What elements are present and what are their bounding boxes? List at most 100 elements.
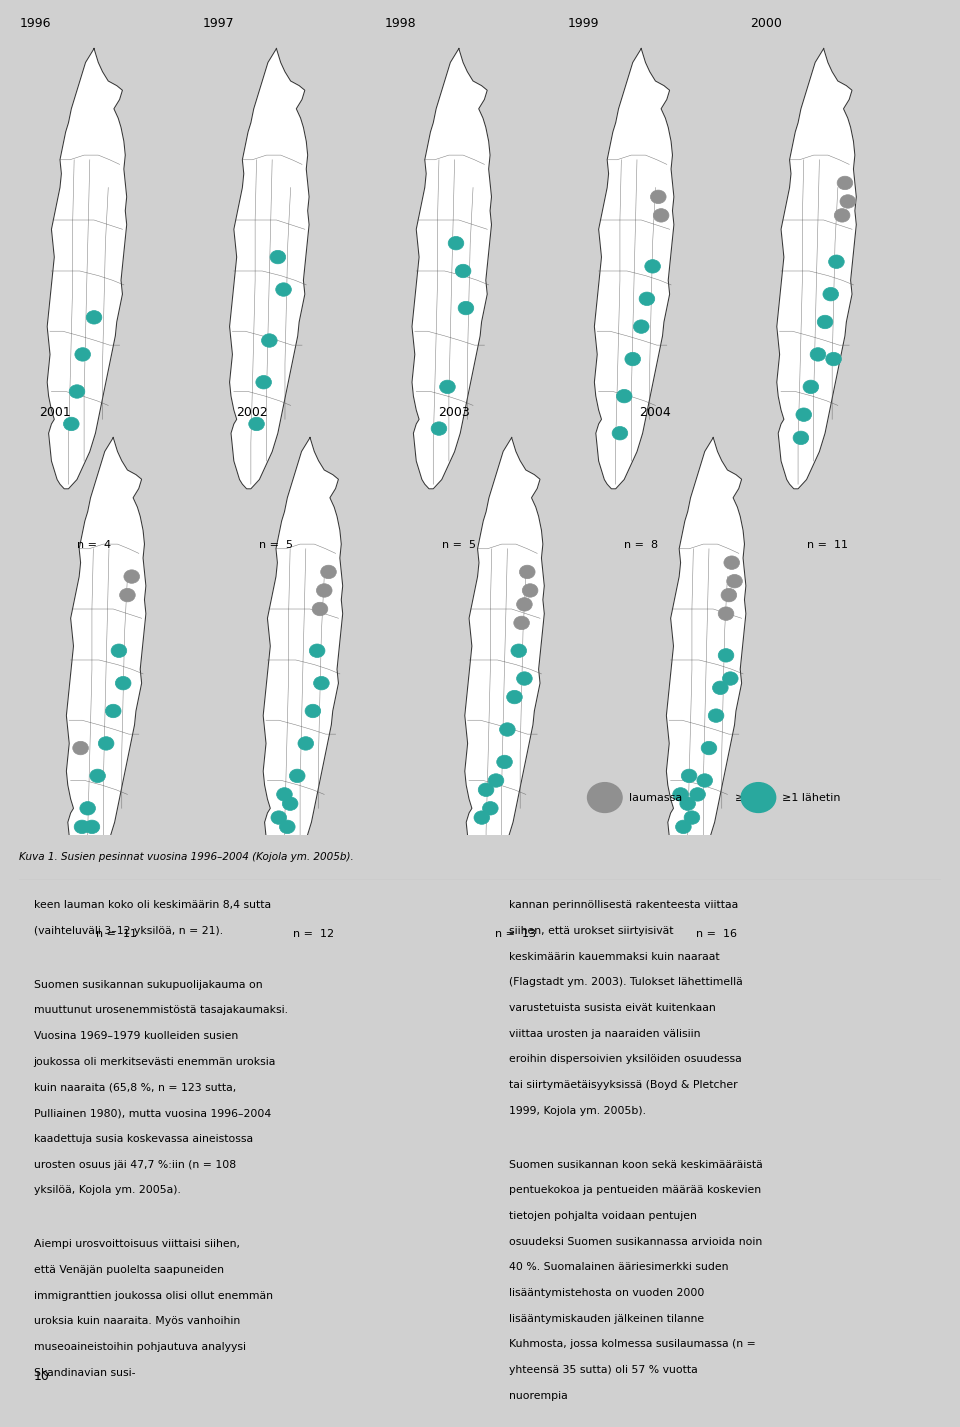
Circle shape (75, 348, 90, 361)
Circle shape (639, 293, 655, 305)
Circle shape (124, 569, 139, 584)
Circle shape (840, 194, 855, 208)
Text: Suomen susikannan koon sekä keskimääräistä: Suomen susikannan koon sekä keskimääräis… (509, 1160, 762, 1170)
Text: ≥: ≥ (734, 792, 744, 802)
Circle shape (440, 380, 455, 394)
Circle shape (312, 602, 327, 615)
Circle shape (837, 176, 852, 190)
Text: muuttunut urosenemmistöstä tasajakaumaksi.: muuttunut urosenemmistöstä tasajakaumaks… (34, 1006, 288, 1016)
Polygon shape (777, 49, 856, 489)
Text: lisääntymistehosta on vuoden 2000: lisääntymistehosta on vuoden 2000 (509, 1289, 705, 1299)
Polygon shape (47, 49, 127, 489)
Circle shape (823, 287, 839, 301)
Polygon shape (66, 438, 146, 878)
Circle shape (684, 811, 700, 825)
Circle shape (489, 773, 504, 788)
Text: 2000: 2000 (750, 17, 781, 30)
Text: joukossa oli merkitsevästi enemmän uroksia: joukossa oli merkitsevästi enemmän uroks… (34, 1057, 276, 1067)
Circle shape (111, 644, 127, 658)
Circle shape (588, 782, 622, 812)
Text: siihen, että urokset siirtyisivät: siihen, että urokset siirtyisivät (509, 926, 673, 936)
Circle shape (455, 264, 471, 278)
Circle shape (793, 431, 808, 445)
Text: n =  8: n = 8 (624, 539, 659, 549)
Text: osuudeksi Suomen susikannassa arvioida noin: osuudeksi Suomen susikannassa arvioida n… (509, 1237, 762, 1247)
Circle shape (270, 250, 286, 264)
Circle shape (431, 422, 446, 435)
Text: 10: 10 (34, 1370, 50, 1383)
Circle shape (69, 385, 84, 398)
Circle shape (651, 190, 666, 204)
Polygon shape (465, 438, 544, 878)
Circle shape (803, 380, 819, 394)
Circle shape (478, 783, 493, 796)
Text: 1997: 1997 (203, 17, 234, 30)
Circle shape (255, 375, 272, 390)
Text: 1998: 1998 (385, 17, 417, 30)
Circle shape (305, 705, 321, 718)
Circle shape (63, 417, 79, 431)
Circle shape (724, 557, 739, 569)
Circle shape (507, 691, 522, 704)
Circle shape (522, 584, 538, 598)
Text: 1999: 1999 (567, 17, 599, 30)
Text: Kuhmosta, jossa kolmessa susilaumassa (n =: Kuhmosta, jossa kolmessa susilaumassa (n… (509, 1340, 756, 1350)
Text: tietojen pohjalta voidaan pentujen: tietojen pohjalta voidaan pentujen (509, 1212, 697, 1222)
Circle shape (448, 237, 464, 250)
Circle shape (115, 676, 131, 689)
Circle shape (817, 315, 833, 328)
Circle shape (321, 565, 336, 579)
Circle shape (625, 352, 640, 365)
Circle shape (249, 417, 264, 431)
Circle shape (612, 427, 628, 440)
Circle shape (290, 769, 305, 782)
Circle shape (516, 672, 532, 685)
Text: n =  5: n = 5 (442, 539, 476, 549)
Text: että Venäjän puolelta saapuneiden: että Venäjän puolelta saapuneiden (34, 1264, 224, 1274)
Circle shape (458, 301, 473, 315)
Circle shape (654, 208, 669, 223)
Circle shape (796, 408, 811, 421)
Text: Aiempi urosvoittoisuus viittaisi siihen,: Aiempi urosvoittoisuus viittaisi siihen, (34, 1239, 240, 1249)
Text: urosten osuus jäi 47,7 %:iin (n = 108: urosten osuus jäi 47,7 %:iin (n = 108 (34, 1160, 236, 1170)
Circle shape (676, 821, 691, 833)
Text: (vaihteluväli 3–12 yksilöä, n = 21).: (vaihteluväli 3–12 yksilöä, n = 21). (34, 926, 223, 936)
Text: Suomen susikannan sukupuolijakauma on: Suomen susikannan sukupuolijakauma on (34, 980, 262, 990)
Text: Pulliainen 1980), mutta vuosina 1996–2004: Pulliainen 1980), mutta vuosina 1996–200… (34, 1109, 271, 1119)
Text: eroihin dispersoivien yksilöiden osuudessa: eroihin dispersoivien yksilöiden osuudes… (509, 1055, 741, 1065)
Circle shape (511, 644, 526, 658)
Polygon shape (594, 49, 674, 489)
Circle shape (120, 588, 135, 602)
Circle shape (680, 796, 695, 811)
Circle shape (474, 811, 490, 825)
Text: (Flagstadt ym. 2003). Tulokset lähettimellä: (Flagstadt ym. 2003). Tulokset lähettime… (509, 977, 742, 987)
Text: 1996: 1996 (20, 17, 52, 30)
Circle shape (279, 821, 295, 833)
Circle shape (712, 681, 728, 695)
Text: 2001: 2001 (39, 405, 71, 420)
Circle shape (718, 606, 733, 621)
Text: laumassa: laumassa (629, 792, 682, 802)
Circle shape (634, 320, 649, 334)
Circle shape (516, 598, 532, 611)
Circle shape (282, 796, 298, 811)
Text: 40 %. Suomalainen ääriesimerkki suden: 40 %. Suomalainen ääriesimerkki suden (509, 1263, 729, 1273)
Text: ≥1 lähetin: ≥1 lähetin (782, 792, 841, 802)
Text: 2003: 2003 (438, 405, 469, 420)
Circle shape (499, 723, 516, 736)
Text: 1999, Kojola ym. 2005b).: 1999, Kojola ym. 2005b). (509, 1106, 646, 1116)
Text: keen lauman koko oli keskimäärin 8,4 sutta: keen lauman koko oli keskimäärin 8,4 sut… (34, 900, 271, 910)
Text: Skandinavian susi-: Skandinavian susi- (34, 1367, 135, 1377)
Circle shape (483, 802, 498, 815)
Text: n =  11: n = 11 (96, 929, 137, 939)
Text: yksilöä, Kojola ym. 2005a).: yksilöä, Kojola ym. 2005a). (34, 1186, 180, 1196)
Text: Vuosina 1969–1979 kuolleiden susien: Vuosina 1969–1979 kuolleiden susien (34, 1032, 238, 1042)
Circle shape (828, 255, 844, 268)
Circle shape (723, 672, 738, 685)
Circle shape (697, 773, 712, 788)
Circle shape (721, 588, 736, 602)
Circle shape (519, 565, 535, 579)
Circle shape (90, 769, 106, 782)
Text: nuorempia: nuorempia (509, 1391, 567, 1401)
Circle shape (317, 584, 332, 598)
